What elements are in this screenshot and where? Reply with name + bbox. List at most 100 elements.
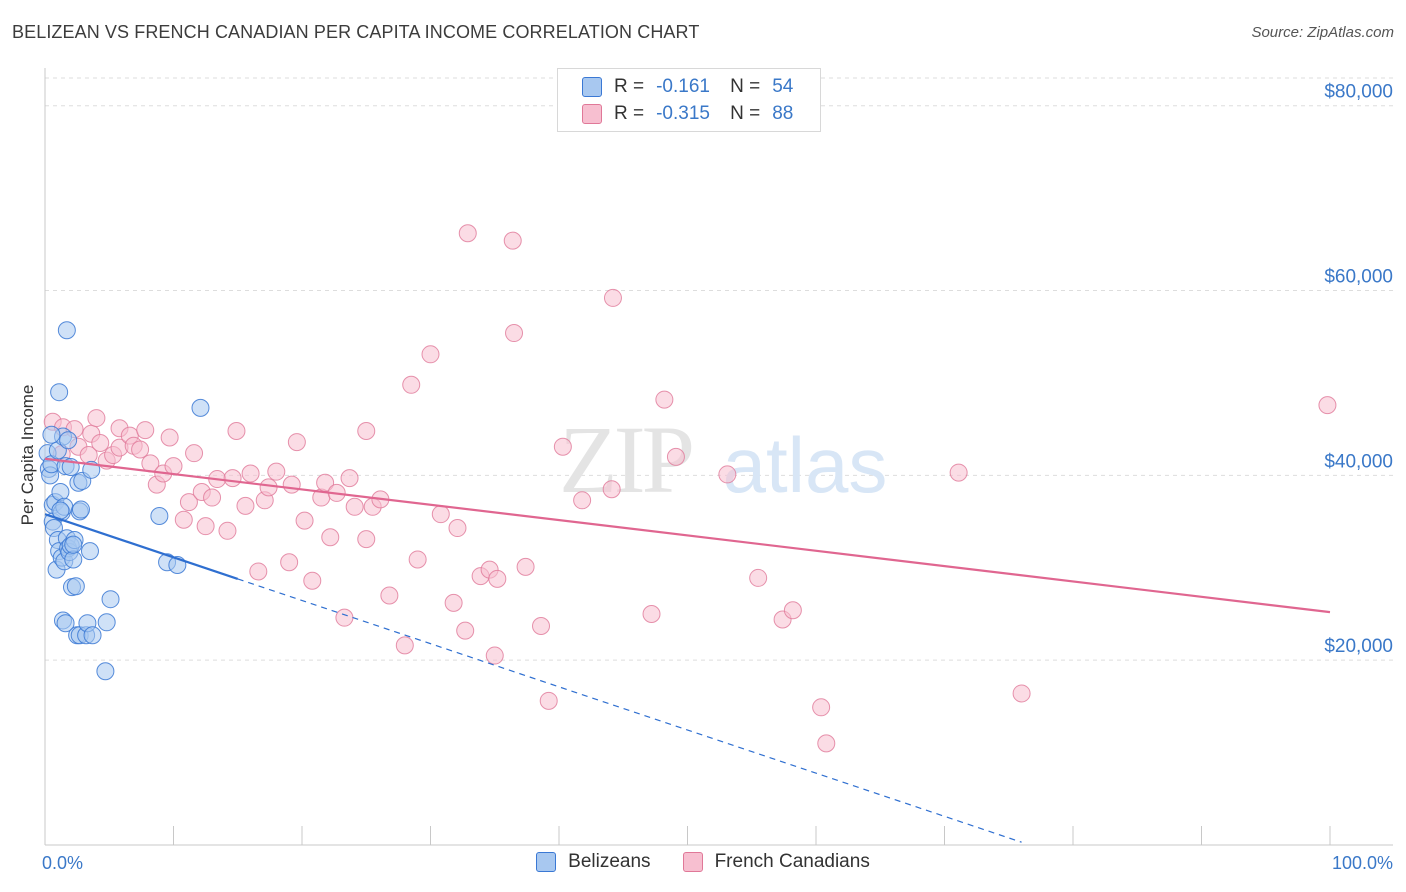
point-french-canadians <box>160 428 179 447</box>
point-belizeans <box>83 626 102 645</box>
point-french-canadians <box>402 375 421 394</box>
point-belizeans <box>51 482 70 501</box>
point-belizeans <box>150 507 169 526</box>
point-belizeans <box>97 613 116 632</box>
legend-r-label: R = <box>614 103 645 124</box>
point-belizeans <box>57 321 76 340</box>
legend-n-value: 88 <box>772 103 794 124</box>
point-french-canadians <box>164 457 183 476</box>
chart-title: BELIZEAN VS FRENCH CANADIAN PER CAPITA I… <box>12 22 700 42</box>
legend-item-french-canadians: French Canadians <box>682 851 870 873</box>
point-french-canadians <box>345 497 364 516</box>
y-tick-label: $60,000 <box>1324 267 1393 288</box>
point-belizeans <box>80 542 99 561</box>
point-french-canadians <box>573 491 592 510</box>
point-french-canadians <box>91 434 110 453</box>
point-french-canadians <box>196 517 215 536</box>
legend-item-belizeans: Belizeans <box>536 851 651 873</box>
legend-r-label: R = <box>614 76 645 97</box>
point-french-canadians <box>666 447 685 466</box>
point-french-canadians <box>174 510 193 529</box>
point-french-canadians <box>218 521 237 540</box>
point-belizeans <box>96 662 115 681</box>
point-french-canadians <box>603 288 622 307</box>
legend-row-belizeans: R = -0.161 N = 54 <box>582 75 793 99</box>
point-french-canadians <box>380 586 399 605</box>
legend-n-value: 54 <box>772 76 794 97</box>
point-belizeans <box>56 614 75 633</box>
legend-swatch-french-canadians <box>582 104 602 124</box>
point-french-canadians <box>448 519 467 538</box>
legend-r-value: -0.161 <box>656 76 710 97</box>
point-french-canadians <box>817 734 836 753</box>
point-french-canadians <box>456 621 475 640</box>
point-french-canadians <box>236 496 255 515</box>
x-tick-labels: 0.0% 100.0% <box>42 853 1393 873</box>
point-french-canadians <box>812 698 831 717</box>
point-belizeans <box>50 383 69 402</box>
point-french-canadians <box>553 437 572 456</box>
legend-n-label: N = <box>730 103 761 124</box>
point-french-canadians <box>179 493 198 512</box>
point-french-canadians <box>280 553 299 572</box>
legend-row-french-canadians: R = -0.315 N = 88 <box>582 102 793 126</box>
point-french-canadians <box>321 528 340 547</box>
point-french-canadians <box>516 557 535 576</box>
french-canadians-points <box>43 224 1337 753</box>
point-french-canadians <box>227 422 246 441</box>
trendline-french-canadians <box>44 457 1331 614</box>
legend-swatch-belizeans <box>582 77 602 97</box>
gridlines <box>45 77 1393 661</box>
point-french-canadians <box>488 569 507 588</box>
point-french-canadians <box>340 469 359 488</box>
point-french-canadians <box>87 409 106 428</box>
point-french-canadians <box>287 433 306 452</box>
point-french-canadians <box>539 691 558 710</box>
y-tick-label: $20,000 <box>1324 636 1393 657</box>
point-french-canadians <box>357 530 376 549</box>
watermark: ZIP atlas <box>559 406 887 513</box>
point-french-canadians <box>421 345 440 364</box>
legend-r-value: -0.315 <box>656 103 710 124</box>
point-french-canadians <box>655 390 674 409</box>
axes <box>44 68 1393 846</box>
point-french-canadians <box>458 224 477 243</box>
y-tick-label: $80,000 <box>1324 82 1393 103</box>
point-french-canadians <box>303 571 322 590</box>
point-belizeans <box>42 425 61 444</box>
y-tick-label: $40,000 <box>1324 451 1393 472</box>
point-french-canadians <box>223 469 242 488</box>
point-french-canadians <box>282 475 301 494</box>
legend-label-belizeans: Belizeans <box>568 851 651 872</box>
correlation-legend: R = -0.161 N = 54 R = -0.315 N = 88 <box>557 68 821 132</box>
x-tick-label-max: 100.0% <box>1332 853 1393 873</box>
point-french-canadians <box>949 463 968 482</box>
legend-swatch-french-canadians <box>682 852 703 872</box>
point-french-canadians <box>602 480 621 499</box>
legend-label-french-canadians: French Canadians <box>714 851 870 872</box>
point-belizeans <box>64 535 83 554</box>
legend-n-label: N = <box>730 76 761 97</box>
point-french-canadians <box>395 636 414 655</box>
point-french-canadians <box>1318 396 1337 415</box>
point-belizeans <box>59 431 78 450</box>
point-french-canadians <box>259 478 278 497</box>
series-legend: Belizeans French Canadians <box>0 851 1406 873</box>
trendline-belizeans <box>44 513 239 580</box>
point-french-canadians <box>505 324 524 343</box>
watermark-atlas: atlas <box>723 421 888 509</box>
point-belizeans <box>66 577 85 596</box>
x-tick-label-min: 0.0% <box>42 853 83 873</box>
point-french-canadians <box>241 464 260 483</box>
point-french-canadians <box>185 444 204 463</box>
legend-swatch-belizeans <box>536 852 557 872</box>
point-french-canadians <box>131 440 150 459</box>
point-french-canadians <box>203 488 222 507</box>
trendline-belizeans-extrapolated <box>237 578 1022 843</box>
point-french-canadians <box>249 562 268 581</box>
trendlines <box>44 457 1331 843</box>
point-french-canadians <box>408 550 427 569</box>
point-belizeans <box>191 398 210 417</box>
point-french-canadians <box>783 601 802 620</box>
